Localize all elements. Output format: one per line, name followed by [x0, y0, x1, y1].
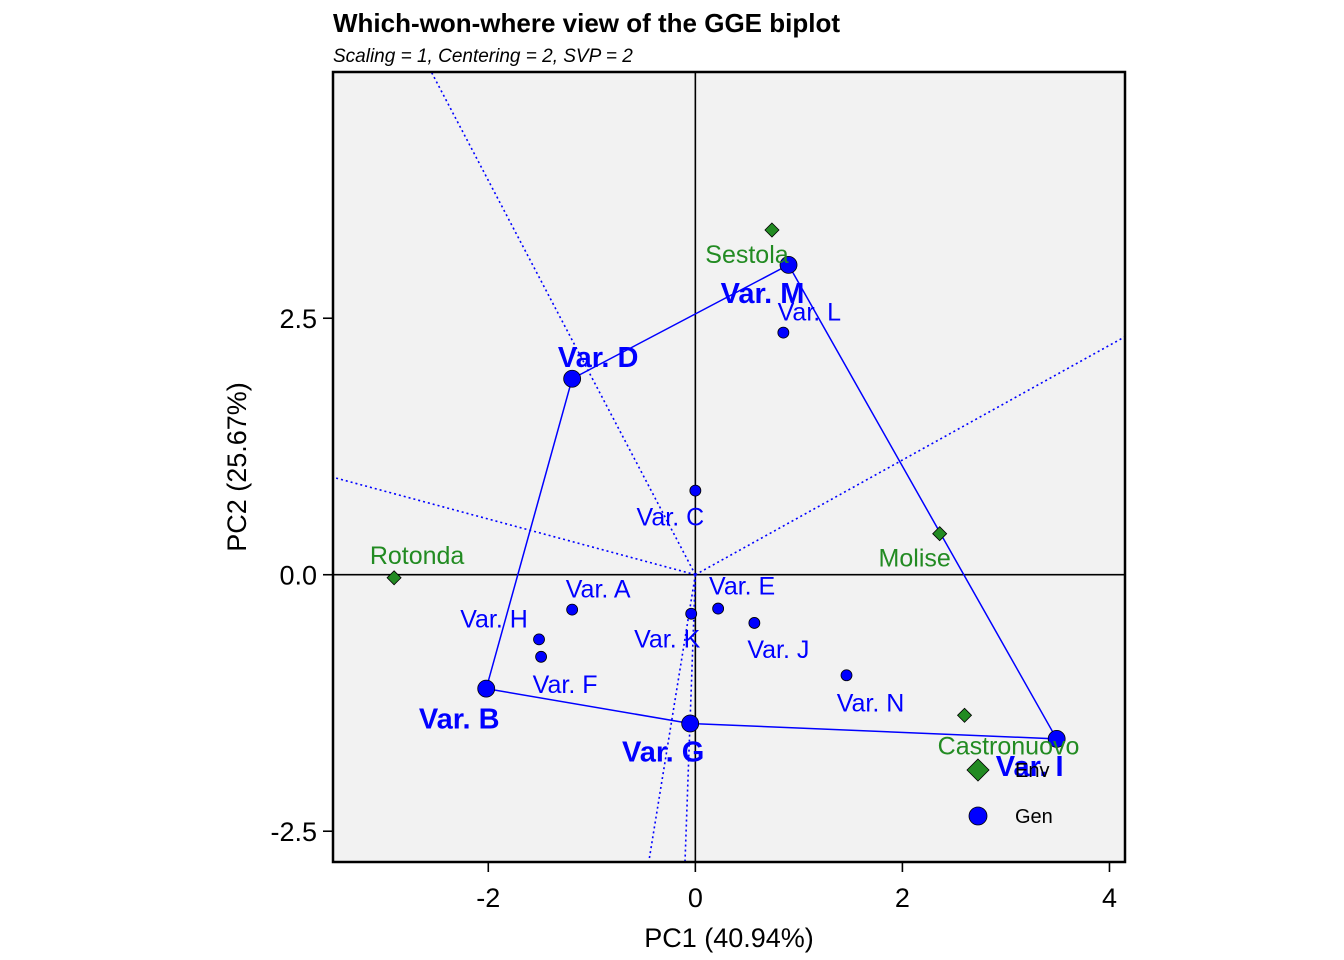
- gen-label-var-d: Var. D: [558, 342, 639, 374]
- gen-marker-var-e: [712, 602, 725, 615]
- gen-label-var-k: Var. K: [634, 626, 701, 654]
- x-axis-label: PC1 (40.94%): [644, 923, 814, 953]
- gen-label-var-m: Var. M: [721, 278, 805, 310]
- legend-marker-gen: [968, 806, 988, 826]
- polygon-hull: [485, 263, 1058, 740]
- gen-marker-var-k: [685, 607, 698, 620]
- env-label-molise: Molise: [879, 545, 951, 573]
- gen-label-var-b: Var. B: [419, 704, 500, 736]
- env-marker-sestola: [764, 222, 780, 238]
- gen-marker-var-n: [840, 669, 853, 682]
- legend: Env Gen: [966, 758, 1053, 828]
- gen-label-var-e: Var. E: [709, 573, 775, 601]
- gen-label-var-a: Var. A: [566, 576, 631, 604]
- env-label-sestola: Sestola: [705, 241, 788, 269]
- gen-label-var-f: Var. F: [533, 671, 598, 699]
- polygon-outline: [485, 263, 1058, 740]
- legend-label-gen: Gen: [1015, 806, 1053, 828]
- genotype-points: [477, 255, 1066, 748]
- plot-panel-background: [333, 72, 1125, 862]
- gen-marker-var-h: [533, 633, 545, 646]
- sector-line-4: [647, 574, 697, 862]
- env-label-castronuovo: Castronuovo: [938, 732, 1080, 760]
- gen-marker-var-c: [689, 484, 702, 497]
- gen-label-var-n: Var. N: [837, 689, 905, 717]
- x-tick-label: 4: [1102, 883, 1117, 913]
- chart-title: Which-won-where view of the GGE biplot: [333, 8, 840, 38]
- x-tick-label: 0: [688, 883, 703, 913]
- sector-lines: [333, 72, 1125, 862]
- gen-marker-var-g: [681, 714, 700, 733]
- environment-points: [386, 222, 973, 723]
- gen-label-var-c: Var. C: [637, 504, 705, 532]
- gen-marker-var-j: [748, 617, 761, 629]
- gen-marker-var-m: [779, 255, 798, 274]
- env-marker-castronuovo: [956, 707, 973, 723]
- plot-panel-border: [331, 70, 1127, 864]
- gen-label-var-g: Var. G: [622, 736, 704, 768]
- chart-subtitle: Scaling = 1, Centering = 2, SVP = 2: [333, 46, 633, 67]
- env-marker-rotonda: [386, 570, 402, 586]
- gen-marker-var-a: [566, 603, 579, 616]
- gen-marker-var-l: [777, 326, 790, 339]
- x-axis-ticks: -2 0 2 4: [476, 862, 1117, 913]
- gen-marker-var-f: [535, 650, 547, 663]
- gen-marker-var-b: [477, 679, 496, 698]
- x-tick-label: 2: [895, 883, 910, 913]
- gen-label-var-j: Var. J: [747, 636, 809, 664]
- y-tick-label: -2.5: [270, 817, 317, 847]
- gen-marker-var-d: [563, 369, 582, 388]
- env-marker-molise: [932, 526, 948, 542]
- x-tick-label: -2: [476, 883, 500, 913]
- y-tick-label: 2.5: [279, 304, 317, 334]
- gen-label-var-i: Var. I: [996, 751, 1064, 783]
- gen-label-var-l: Var. L: [778, 299, 842, 327]
- y-tick-label: 0.0: [279, 561, 317, 591]
- y-axis-label: PC2 (25.67%): [222, 382, 252, 552]
- gen-label-var-h: Var. H: [460, 605, 528, 633]
- env-label-rotonda: Rotonda: [370, 542, 465, 570]
- y-axis-ticks: -2.5 0.0 2.5: [270, 304, 333, 847]
- legend-label-env: Env: [1015, 760, 1049, 782]
- sector-line-2: [694, 336, 1125, 576]
- gen-marker-var-i: [1047, 729, 1066, 748]
- legend-marker-env: [966, 758, 990, 782]
